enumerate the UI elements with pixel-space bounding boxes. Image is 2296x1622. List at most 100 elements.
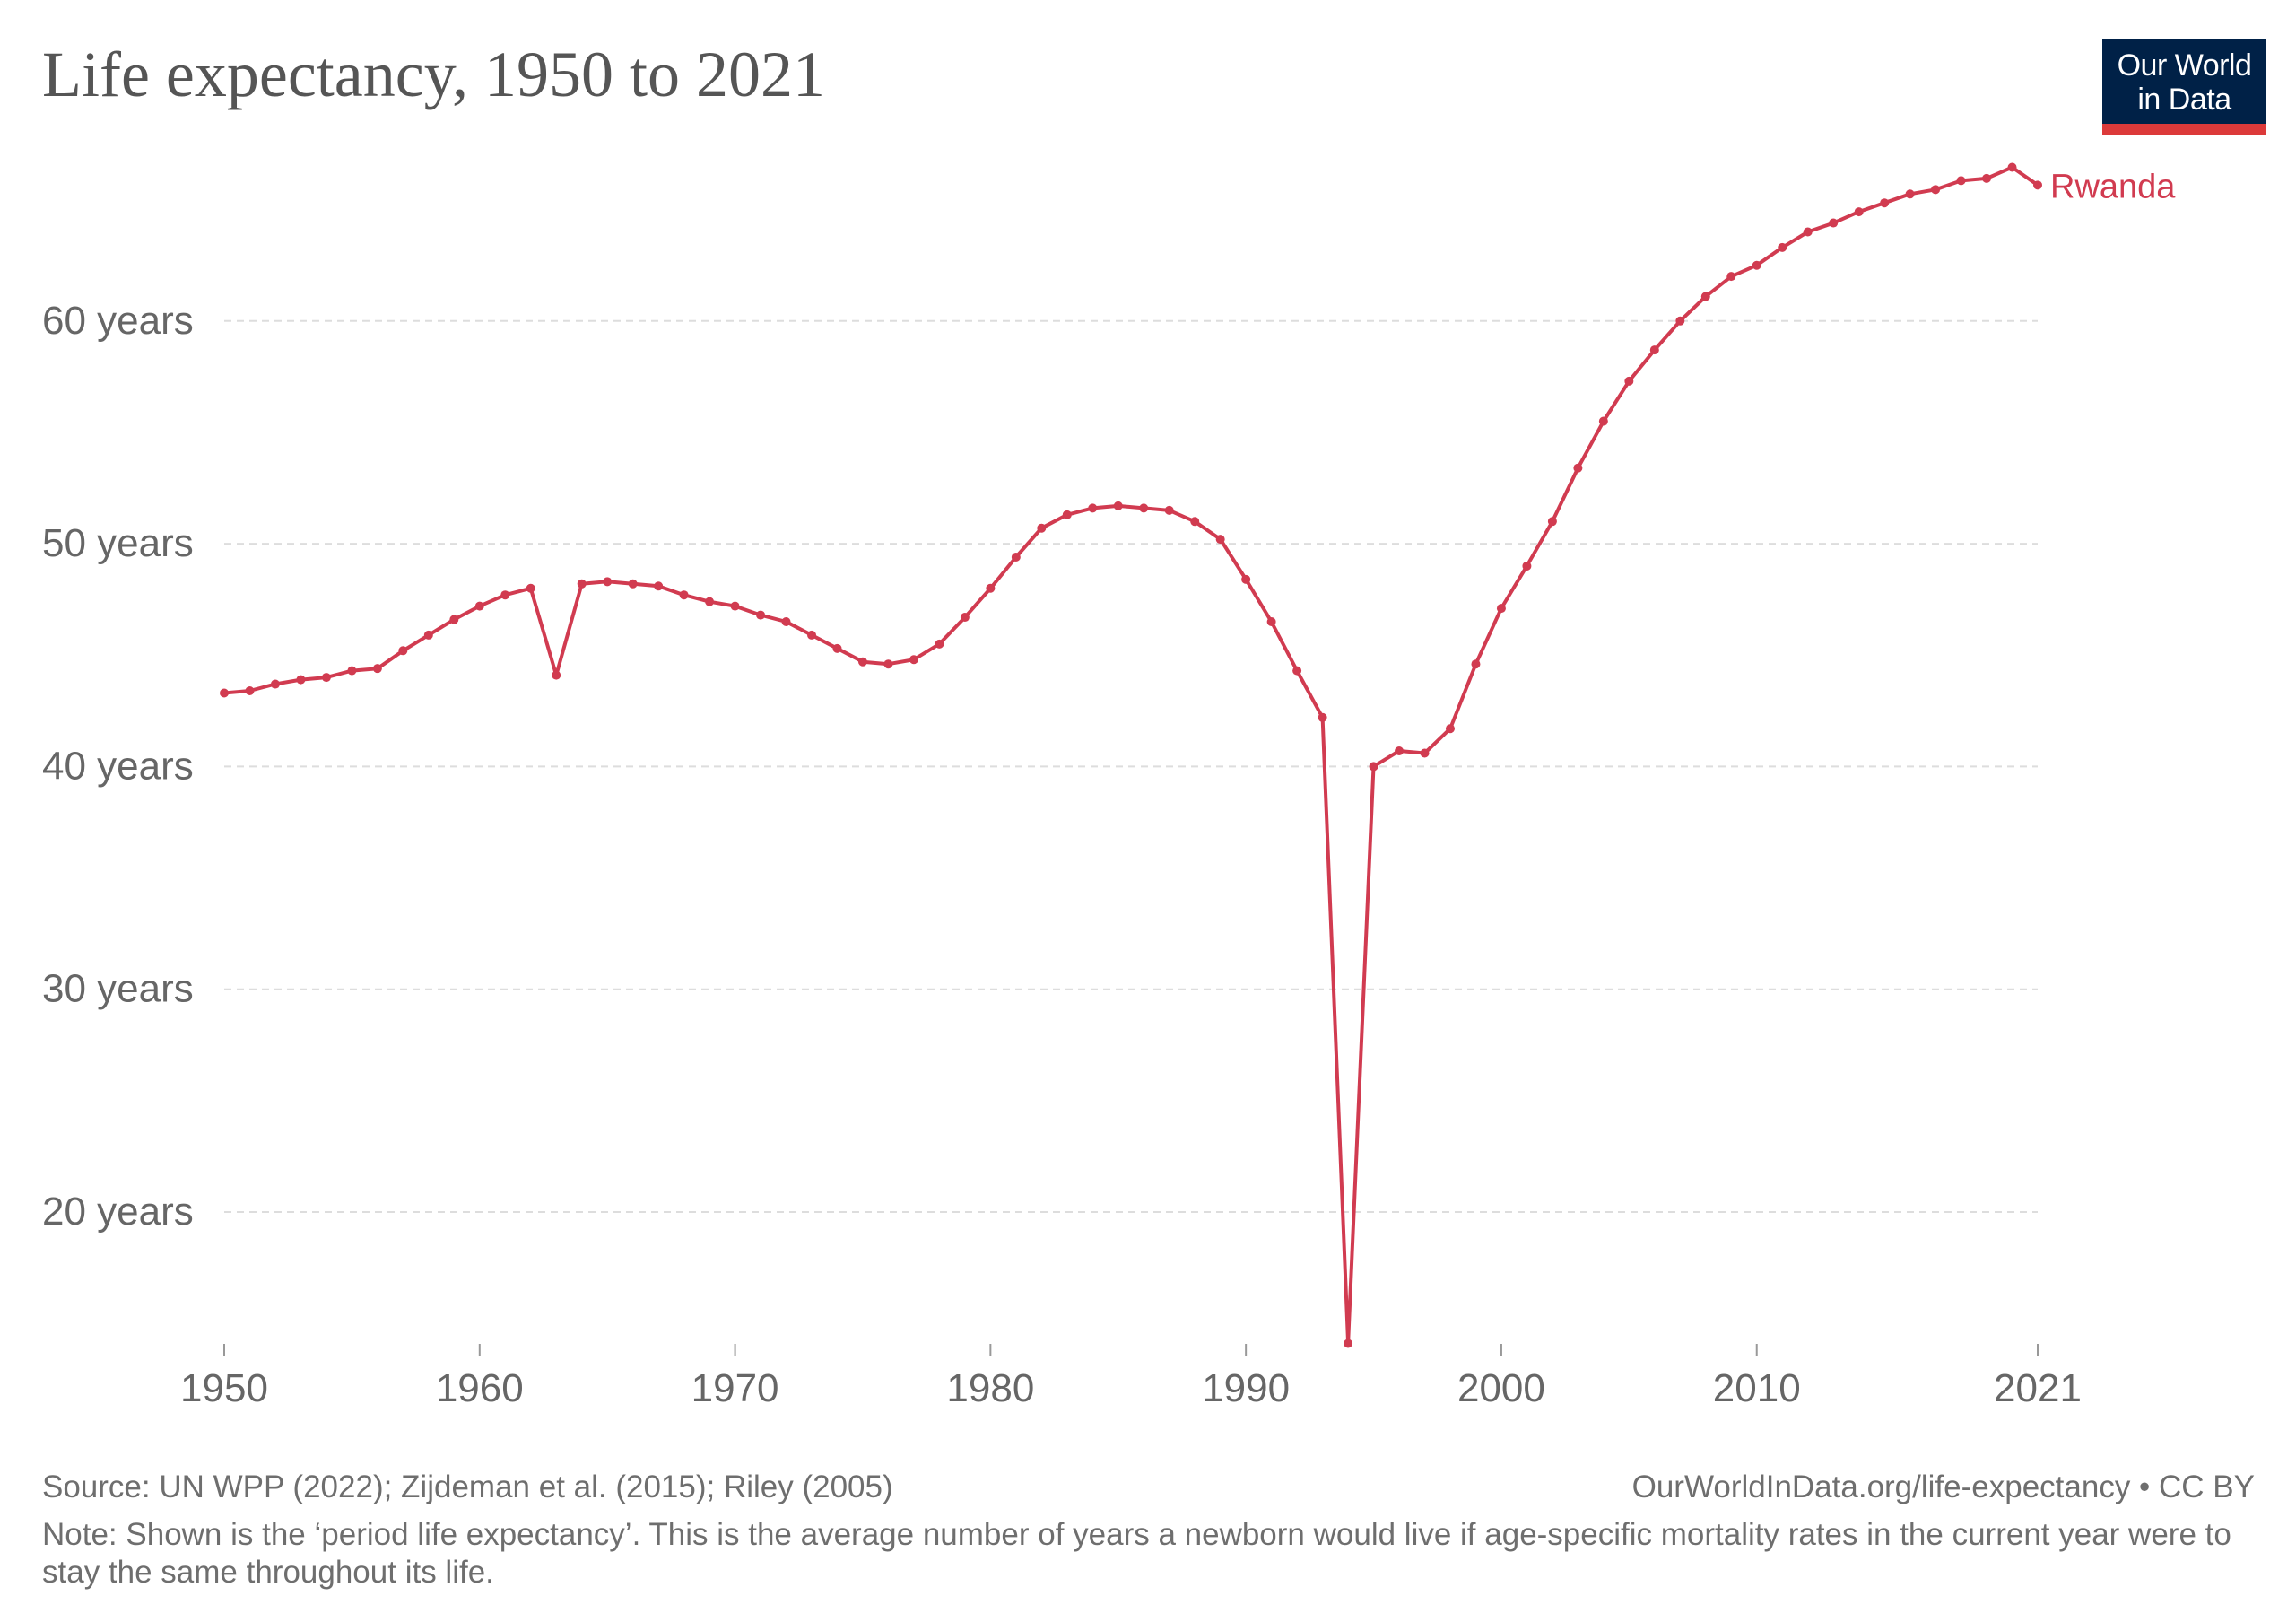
data-point[interactable]	[857, 657, 867, 667]
data-point[interactable]	[423, 630, 433, 640]
source-text: Source: UN WPP (2022); Zijdeman et al. (…	[42, 1469, 893, 1504]
data-point[interactable]	[1062, 510, 1072, 519]
series-label-rwanda: Rwanda	[2050, 168, 2176, 205]
x-tick-label: 2021	[1994, 1366, 2082, 1410]
data-point[interactable]	[372, 664, 382, 674]
x-tick-label: 1990	[1202, 1366, 1290, 1410]
data-point[interactable]	[220, 688, 229, 698]
data-point[interactable]	[1649, 345, 1659, 355]
credit-link[interactable]: OurWorldInData.org/life-expectancy • CC …	[1631, 1469, 2255, 1504]
y-gridlines	[224, 319, 2038, 1214]
data-point[interactable]	[1139, 503, 1149, 513]
data-point[interactable]	[577, 579, 587, 589]
data-point[interactable]	[1675, 316, 1685, 326]
data-point[interactable]	[1344, 1339, 1353, 1348]
data-point[interactable]	[270, 679, 280, 689]
data-point[interactable]	[500, 590, 510, 600]
data-point[interactable]	[1445, 724, 1455, 734]
data-point[interactable]	[1854, 207, 1864, 217]
data-point[interactable]	[935, 639, 944, 649]
data-point[interactable]	[1880, 198, 1890, 208]
data-point[interactable]	[628, 579, 638, 589]
data-point[interactable]	[1011, 553, 1021, 562]
y-tick-label: 60 years	[42, 299, 194, 343]
data-point[interactable]	[1266, 617, 1276, 627]
data-point[interactable]	[526, 583, 535, 593]
data-point[interactable]	[832, 643, 842, 653]
logo-text: Our World in Data	[2102, 48, 2266, 117]
data-point[interactable]	[1318, 712, 1327, 722]
series-line-rwanda	[222, 165, 2039, 1346]
data-point[interactable]	[730, 601, 740, 611]
data-point[interactable]	[986, 583, 996, 593]
data-point[interactable]	[1215, 535, 1225, 545]
data-point[interactable]	[1624, 376, 1634, 386]
data-point[interactable]	[1598, 416, 1608, 426]
data-point[interactable]	[1088, 503, 1098, 513]
data-point[interactable]	[2007, 162, 2017, 172]
y-tick-label: 50 years	[42, 521, 194, 565]
y-tick-label: 30 years	[42, 967, 194, 1011]
y-axis-tick-labels: 20 years 30 years 40 years 50 years 60 years	[42, 299, 194, 1234]
data-point[interactable]	[603, 577, 613, 587]
data-point[interactable]	[1164, 505, 1174, 515]
data-point[interactable]	[883, 659, 893, 669]
data-point[interactable]	[2033, 180, 2042, 190]
data-point[interactable]	[1829, 218, 1839, 228]
line-chart: 20 years 30 years 40 years 50 years 60 years…	[42, 162, 2176, 1410]
data-point[interactable]	[1369, 762, 1378, 772]
data-point[interactable]	[1547, 517, 1557, 527]
data-point[interactable]	[1292, 666, 1302, 676]
data-point[interactable]	[321, 673, 331, 683]
data-point[interactable]	[654, 581, 664, 591]
data-point[interactable]	[474, 601, 484, 611]
data-point[interactable]	[245, 685, 255, 695]
data-point[interactable]	[1752, 260, 1761, 270]
data-point[interactable]	[1241, 574, 1251, 584]
x-tick-label: 1970	[691, 1366, 779, 1410]
data-point[interactable]	[705, 597, 715, 606]
data-point[interactable]	[679, 590, 689, 600]
data-point[interactable]	[1496, 604, 1506, 614]
data-point[interactable]	[552, 670, 561, 680]
x-tick-label: 2010	[1713, 1366, 1801, 1410]
y-tick-label: 40 years	[42, 744, 194, 788]
x-tick-label: 1980	[946, 1366, 1034, 1410]
x-tick-label: 1960	[436, 1366, 524, 1410]
data-point[interactable]	[1522, 561, 1532, 571]
data-point[interactable]	[1982, 173, 1992, 183]
x-tick-label: 2000	[1457, 1366, 1545, 1410]
series-layer: Rwanda	[220, 162, 2176, 1348]
owid-logo[interactable]: Our World in Data	[2102, 39, 2266, 135]
note-text: Note: Shown is the ‘period life expectan…	[42, 1517, 2231, 1590]
data-point[interactable]	[781, 617, 791, 627]
data-point[interactable]	[1931, 185, 1941, 195]
data-point[interactable]	[1190, 517, 1200, 527]
x-tick-label: 1950	[180, 1366, 268, 1410]
data-point[interactable]	[909, 655, 918, 665]
data-point[interactable]	[1573, 463, 1583, 473]
logo-line-2: in Data	[2137, 83, 2231, 117]
data-point[interactable]	[1726, 272, 1736, 282]
data-point[interactable]	[1956, 176, 1966, 186]
data-point[interactable]	[756, 610, 766, 620]
data-point[interactable]	[347, 666, 357, 676]
data-point[interactable]	[1395, 746, 1405, 756]
chart-title: Life expectancy, 1950 to 2021	[42, 39, 826, 110]
data-point[interactable]	[296, 675, 306, 685]
data-point[interactable]	[1113, 501, 1123, 510]
data-point[interactable]	[807, 630, 817, 640]
data-point[interactable]	[449, 615, 459, 624]
data-point[interactable]	[960, 613, 970, 623]
data-point[interactable]	[1471, 659, 1481, 669]
logo-line-1: Our World	[2117, 48, 2252, 83]
data-point[interactable]	[1905, 189, 1915, 199]
x-axis: 1950 1960 1970 1980 1990 2000 2010 2021	[180, 1344, 2082, 1410]
data-point[interactable]	[1037, 523, 1047, 533]
data-point[interactable]	[398, 646, 408, 656]
data-point[interactable]	[1803, 227, 1813, 237]
data-point[interactable]	[1778, 242, 1787, 252]
y-tick-label: 20 years	[42, 1190, 194, 1234]
data-point[interactable]	[1420, 748, 1430, 758]
data-point[interactable]	[1700, 292, 1710, 301]
